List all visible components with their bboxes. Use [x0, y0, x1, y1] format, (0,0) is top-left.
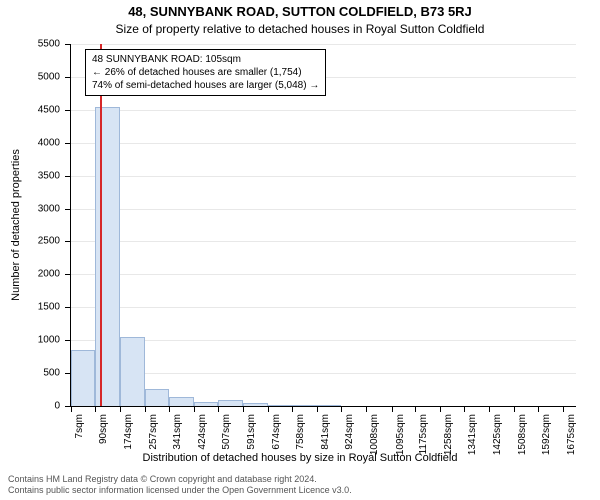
- gridline: [71, 176, 576, 177]
- gridline: [71, 44, 576, 45]
- gridline: [71, 209, 576, 210]
- property-marker-line: [100, 44, 102, 406]
- histogram-bar: [145, 389, 170, 406]
- y-tick-label: 1500: [20, 302, 60, 313]
- y-tick-label: 0: [20, 401, 60, 412]
- y-tick-label: 2000: [20, 269, 60, 280]
- x-tick-label: 341sqm: [172, 414, 183, 450]
- x-tick: [563, 406, 564, 412]
- histogram-bar: [317, 405, 341, 406]
- gridline: [71, 340, 576, 341]
- x-tick-label: 7sqm: [74, 414, 85, 438]
- x-tick-label: 1258sqm: [443, 414, 454, 455]
- histogram-bar: [218, 400, 243, 406]
- y-tick-label: 3000: [20, 203, 60, 214]
- x-tick: [243, 406, 244, 412]
- y-tick: [65, 44, 71, 45]
- x-tick-label: 1592sqm: [541, 414, 552, 455]
- histogram-bar: [120, 337, 144, 406]
- x-tick-label: 1425sqm: [492, 414, 503, 455]
- y-tick: [65, 77, 71, 78]
- y-tick: [65, 176, 71, 177]
- annotation-box: 48 SUNNYBANK ROAD: 105sqm← 26% of detach…: [85, 49, 326, 96]
- gridline: [71, 143, 576, 144]
- caption: Contains HM Land Registry data © Crown c…: [8, 474, 352, 496]
- x-tick-label: 758sqm: [295, 414, 306, 450]
- y-tick: [65, 209, 71, 210]
- y-tick: [65, 340, 71, 341]
- gridline: [71, 274, 576, 275]
- y-tick-label: 4500: [20, 104, 60, 115]
- x-axis-title: Distribution of detached houses by size …: [0, 452, 600, 464]
- x-tick-label: 924sqm: [344, 414, 355, 450]
- x-tick-label: 174sqm: [123, 414, 134, 450]
- x-tick-label: 1341sqm: [467, 414, 478, 455]
- x-tick: [489, 406, 490, 412]
- histogram-bar: [243, 403, 267, 406]
- y-tick-label: 2500: [20, 236, 60, 247]
- x-tick-label: 90sqm: [98, 414, 109, 444]
- x-tick-label: 1675sqm: [566, 414, 577, 455]
- chart-subtitle: Size of property relative to detached ho…: [0, 22, 600, 36]
- chart-container: 48, SUNNYBANK ROAD, SUTTON COLDFIELD, B7…: [0, 0, 600, 500]
- gridline: [71, 110, 576, 111]
- x-tick-label: 257sqm: [148, 414, 159, 450]
- caption-line-2: Contains public sector information licen…: [8, 485, 352, 496]
- y-tick-label: 1000: [20, 335, 60, 346]
- y-tick: [65, 274, 71, 275]
- x-tick: [440, 406, 441, 412]
- annotation-line: 48 SUNNYBANK ROAD: 105sqm: [92, 53, 319, 66]
- x-tick: [169, 406, 170, 412]
- x-tick: [514, 406, 515, 412]
- x-tick-label: 1175sqm: [418, 414, 429, 454]
- x-tick: [194, 406, 195, 412]
- x-tick: [71, 406, 72, 412]
- x-tick: [95, 406, 96, 412]
- gridline: [71, 373, 576, 374]
- x-tick: [218, 406, 219, 412]
- y-tick: [65, 241, 71, 242]
- x-tick: [415, 406, 416, 412]
- x-tick-label: 1095sqm: [395, 414, 406, 455]
- x-tick-label: 1008sqm: [369, 414, 380, 455]
- x-tick-label: 591sqm: [246, 414, 257, 450]
- x-tick: [120, 406, 121, 412]
- x-tick-label: 424sqm: [197, 414, 208, 450]
- y-tick: [65, 143, 71, 144]
- y-tick-label: 5000: [20, 71, 60, 82]
- x-tick: [145, 406, 146, 412]
- x-tick: [317, 406, 318, 412]
- gridline: [71, 307, 576, 308]
- x-tick: [392, 406, 393, 412]
- x-tick: [538, 406, 539, 412]
- histogram-bar: [169, 397, 193, 406]
- plot-area: [70, 44, 576, 407]
- gridline: [71, 241, 576, 242]
- histogram-bar: [292, 405, 316, 406]
- y-tick-label: 5500: [20, 39, 60, 50]
- x-tick-label: 674sqm: [271, 414, 282, 450]
- x-tick-label: 841sqm: [320, 414, 331, 450]
- x-tick: [464, 406, 465, 412]
- caption-line-1: Contains HM Land Registry data © Crown c…: [8, 474, 352, 485]
- x-tick: [341, 406, 342, 412]
- y-tick: [65, 307, 71, 308]
- x-tick: [366, 406, 367, 412]
- x-tick-label: 1508sqm: [517, 414, 528, 455]
- y-tick-label: 500: [20, 368, 60, 379]
- histogram-bar: [71, 350, 95, 406]
- y-tick: [65, 110, 71, 111]
- y-tick-label: 4000: [20, 137, 60, 148]
- histogram-bar: [194, 402, 218, 406]
- x-tick: [292, 406, 293, 412]
- y-tick-label: 3500: [20, 170, 60, 181]
- annotation-line: 74% of semi-detached houses are larger (…: [92, 79, 319, 92]
- chart-title: 48, SUNNYBANK ROAD, SUTTON COLDFIELD, B7…: [0, 4, 600, 19]
- histogram-bar: [268, 405, 293, 406]
- x-tick: [268, 406, 269, 412]
- x-tick-label: 507sqm: [221, 414, 232, 450]
- annotation-line: ← 26% of detached houses are smaller (1,…: [92, 66, 319, 79]
